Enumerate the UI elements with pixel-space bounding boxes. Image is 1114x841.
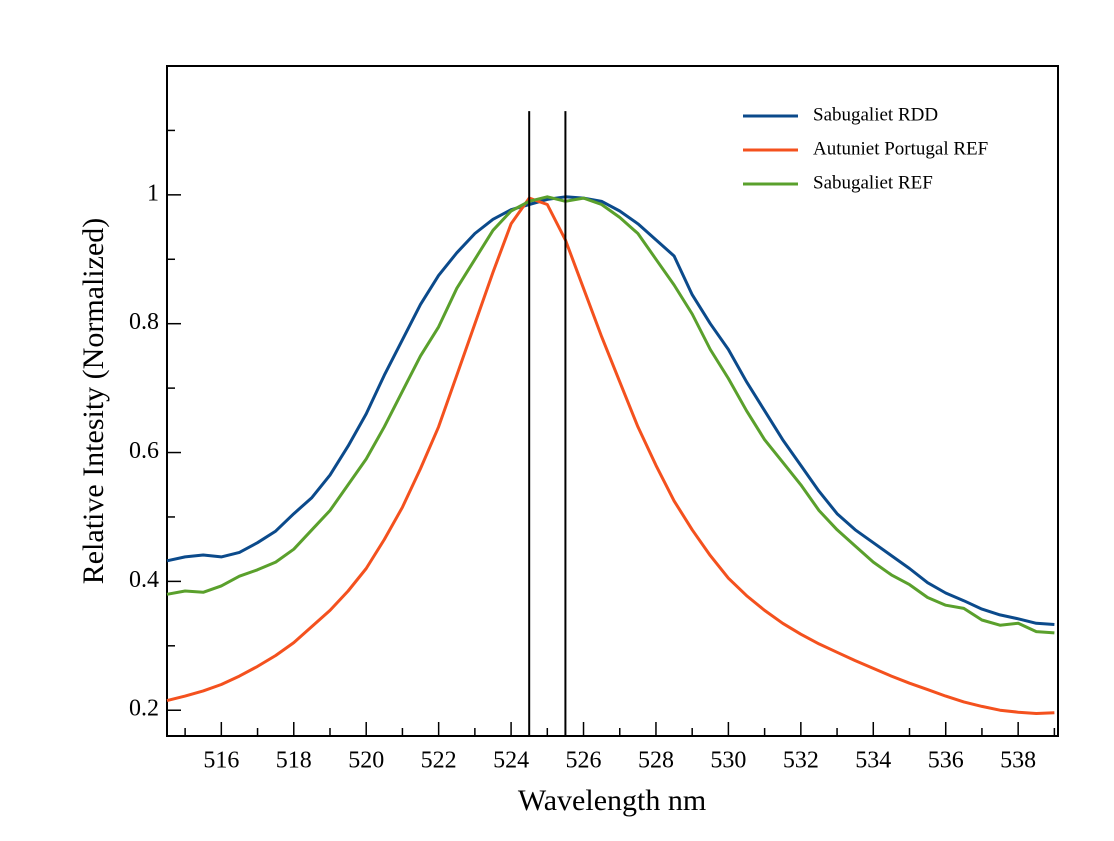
- y-tick-label: 1: [147, 180, 159, 206]
- x-tick-label: 532: [783, 748, 819, 774]
- series-line: [166, 195, 1055, 635]
- y-tick-label: 0.4: [129, 567, 159, 593]
- x-tick-label: 536: [928, 748, 964, 774]
- x-axis-label: Wavelength nm: [518, 784, 706, 817]
- x-tick-label: 520: [348, 748, 384, 774]
- x-tick-label: 538: [1000, 748, 1036, 774]
- series-line: [166, 196, 1055, 715]
- y-tick-label: 0.8: [129, 309, 159, 335]
- series-line: [166, 195, 1055, 626]
- x-tick-label: 516: [203, 748, 239, 774]
- legend-label: Sabugaliet RDD: [813, 104, 938, 125]
- y-tick-label: 0.2: [129, 696, 159, 722]
- y-axis-label: Relative Intesity (Normalized): [77, 218, 110, 585]
- legend-label: Sabugaliet REF: [813, 172, 933, 193]
- x-tick-label: 526: [566, 748, 602, 774]
- x-tick-label: 522: [421, 748, 457, 774]
- x-tick-label: 518: [276, 748, 312, 774]
- x-tick-label: 528: [638, 748, 674, 774]
- x-tick-label: 530: [710, 748, 746, 774]
- plot-frame: [166, 65, 1059, 737]
- legend-label: Autuniet Portugal REF: [813, 138, 988, 159]
- x-tick-label: 524: [493, 748, 529, 774]
- y-tick-label: 0.6: [129, 438, 159, 464]
- x-tick-label: 534: [855, 748, 891, 774]
